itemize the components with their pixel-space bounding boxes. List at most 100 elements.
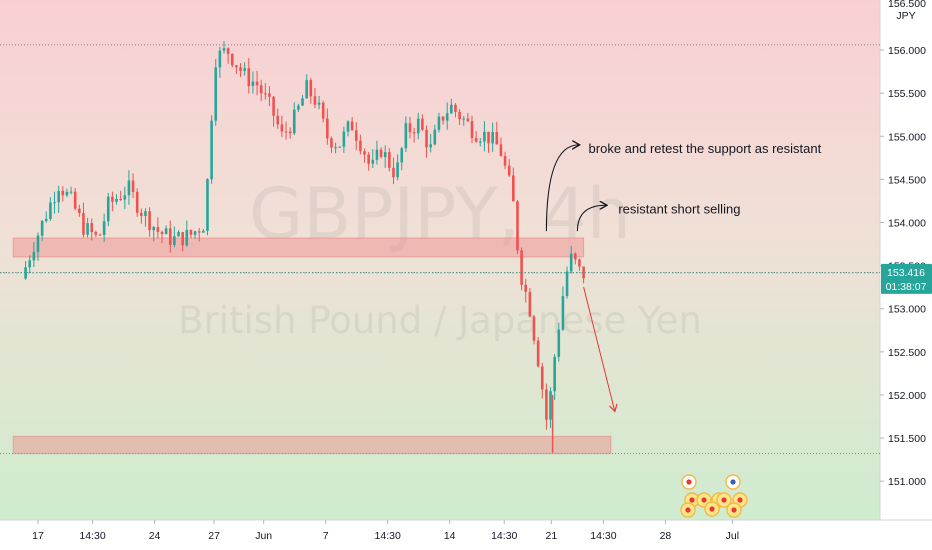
candle — [561, 286, 565, 331]
candle — [173, 226, 176, 248]
y-tick-label-partial: 156.500 — [888, 0, 926, 10]
candle — [433, 124, 437, 146]
candle — [288, 127, 292, 139]
resistance-zone[interactable] — [12, 237, 585, 258]
candle — [226, 47, 230, 64]
projection-arrow[interactable] — [583, 287, 615, 410]
x-tick-label: 14:30 — [79, 530, 105, 542]
candle — [239, 63, 242, 77]
candle — [127, 170, 131, 205]
candle — [379, 147, 383, 159]
candle — [425, 125, 428, 158]
annotation-arrow[interactable] — [545, 145, 578, 232]
candle — [458, 109, 461, 126]
x-tick-label: 7 — [323, 530, 329, 542]
y-tick-label: 152.500 — [888, 347, 926, 359]
y-tick-label: 155.000 — [888, 131, 926, 143]
candle — [540, 362, 544, 399]
candle — [164, 225, 168, 235]
candle — [528, 287, 532, 318]
candle — [189, 229, 193, 238]
candle — [450, 98, 453, 114]
candle — [135, 188, 139, 217]
candle — [222, 41, 226, 54]
event-flag-icon[interactable] — [726, 502, 742, 518]
candle — [388, 148, 391, 172]
currency-label: JPY — [896, 10, 915, 22]
candle — [338, 146, 342, 148]
candle — [202, 228, 205, 233]
x-tick-label: 14:30 — [375, 530, 401, 542]
candle — [148, 207, 151, 237]
candle — [160, 230, 164, 243]
event-flag-icon[interactable] — [716, 492, 732, 508]
event-flag-icon[interactable] — [704, 501, 720, 517]
candle — [557, 322, 561, 362]
x-tick-label: 17 — [32, 530, 44, 542]
x-tick-label: 21 — [546, 530, 558, 542]
candle — [98, 233, 102, 236]
candle — [371, 149, 375, 168]
y-tick-label: 154.500 — [888, 174, 926, 186]
candle — [532, 314, 536, 345]
candle — [317, 95, 321, 110]
candle — [297, 103, 300, 112]
candle — [574, 252, 577, 265]
candle — [416, 112, 420, 140]
economic-events[interactable] — [680, 474, 748, 518]
candle — [466, 113, 470, 123]
annotation-arrow[interactable] — [576, 205, 606, 232]
candle — [507, 159, 511, 178]
support-zone[interactable] — [12, 435, 612, 455]
candle — [280, 115, 284, 138]
candle — [144, 208, 147, 227]
candle — [123, 186, 127, 210]
candle — [313, 88, 317, 109]
candle — [408, 116, 412, 139]
candle — [49, 197, 52, 221]
candle — [61, 186, 65, 202]
y-tick-label: 153.000 — [888, 304, 926, 316]
candle — [210, 115, 213, 184]
candle — [392, 157, 395, 185]
candle — [73, 188, 77, 211]
watermark-subtitle: British Pound / Japanese Yen — [178, 299, 702, 342]
candle — [412, 127, 416, 143]
candle — [111, 191, 114, 212]
candle — [354, 122, 358, 151]
candle — [478, 138, 482, 147]
annotation-text[interactable]: broke and retest the support as resistan… — [589, 141, 822, 156]
candle — [243, 62, 246, 76]
candle — [321, 100, 325, 123]
annotation-text[interactable]: resistant short selling — [618, 202, 740, 217]
event-flag-icon[interactable] — [680, 502, 696, 518]
candle — [305, 74, 308, 99]
candle — [264, 83, 267, 100]
candle — [495, 121, 499, 145]
candle — [582, 266, 585, 284]
candle — [94, 230, 98, 238]
candle — [429, 134, 432, 153]
candle — [218, 46, 222, 78]
candle — [545, 383, 548, 430]
y-tick-label: 151.000 — [888, 476, 926, 488]
candle — [131, 173, 135, 199]
candle — [276, 108, 280, 129]
candle — [536, 336, 540, 368]
candle — [375, 140, 379, 165]
candle — [334, 142, 337, 154]
y-tick-label: 155.500 — [888, 88, 926, 100]
event-flag-icon[interactable] — [725, 474, 741, 490]
candle — [396, 154, 399, 181]
x-tick-label: 27 — [208, 530, 220, 542]
candle — [487, 131, 490, 153]
candle — [255, 70, 259, 96]
x-tick-label: Jul — [726, 530, 739, 542]
event-flag-icon[interactable] — [681, 474, 697, 490]
candle — [292, 102, 296, 135]
candle — [90, 218, 94, 241]
candle — [152, 226, 156, 242]
candle — [404, 116, 408, 153]
candle — [491, 122, 494, 152]
